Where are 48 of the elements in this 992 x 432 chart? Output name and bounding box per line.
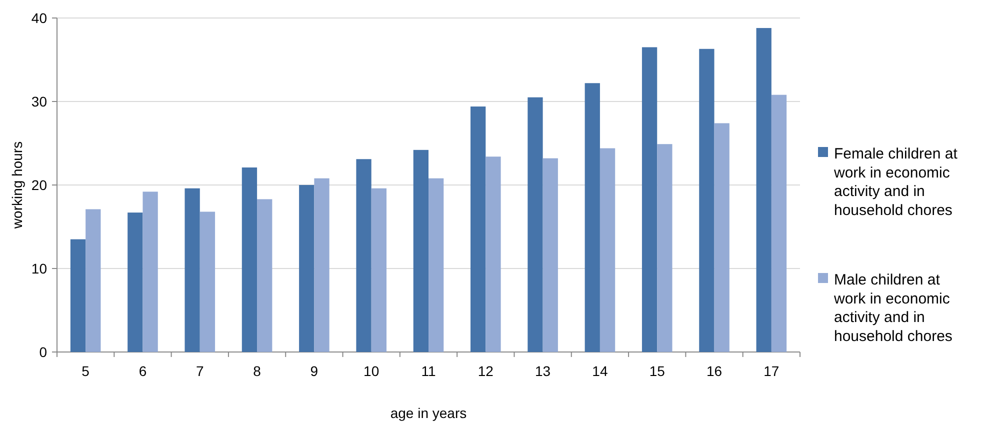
bar [242,167,258,352]
bar [699,48,714,352]
x-tick-label: 14 [592,363,608,379]
bar [142,192,158,352]
y-tick-label: 40 [31,10,48,26]
y-tick-label: 20 [31,176,48,193]
x-tick-label: 16 [706,363,722,379]
bar [584,83,600,352]
bar [128,212,143,352]
bar [486,156,501,352]
x-tick-label: 13 [535,363,551,379]
bar [756,28,772,352]
legend-label: Male children at work in economic activity and in household chores [833,272,952,345]
bar [257,199,272,352]
bar [714,123,730,352]
bar [356,159,372,352]
y-tick-label: 10 [31,260,48,276]
y-axis-title: working hours [9,141,25,230]
legend-label: Female children at work in economic activity and in household chores [833,146,958,219]
bar [657,144,672,352]
bar [528,97,543,352]
bar [642,47,658,352]
bar [413,150,428,352]
bar [371,188,386,352]
x-tick-label: 11 [421,363,436,379]
bar [470,106,486,352]
y-tick-label: 0 [39,344,48,360]
x-tick-label: 5 [82,363,90,379]
x-tick-label: 7 [196,363,204,379]
bar [200,212,216,352]
bar [314,178,330,352]
y-tick-label: 30 [31,93,48,110]
bar [600,148,616,352]
bar [86,209,101,352]
x-tick-label: 8 [253,363,262,379]
x-tick-label: 10 [364,363,380,379]
x-tick-label: 17 [764,363,780,379]
bar [542,158,558,352]
bar [70,239,86,352]
x-tick-label: 9 [310,363,318,379]
x-tick-label: 12 [478,363,494,379]
x-tick-label: 6 [138,363,147,379]
bar [299,185,314,352]
x-tick-label: 15 [649,363,666,379]
x-axis-title: age in years [390,405,467,421]
bar [184,188,200,352]
bar [428,178,444,352]
bar [771,94,787,352]
